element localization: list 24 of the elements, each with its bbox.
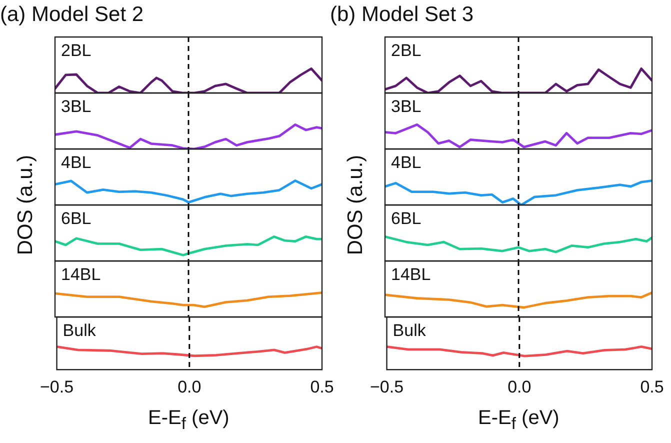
text: Bulk [392, 321, 426, 340]
y-axis-title: DOS (a.u.) [14, 154, 38, 256]
text: 4BL [391, 153, 422, 172]
text: 3BL [391, 97, 422, 116]
x-tick-label: −0.5 [370, 377, 404, 396]
chart-title: (a) Model Set 2 [0, 3, 144, 27]
y-axis-title: DOS (a.u.) [344, 154, 368, 256]
text: 14BL [391, 265, 431, 284]
x-tick-label: 0.0 [508, 377, 532, 396]
text: 3BL [61, 97, 92, 116]
x-tick-label: 0.0 [178, 377, 202, 396]
x-axis-title: E-E$_{f}$ (eV) [148, 407, 230, 434]
text: 2BL [61, 41, 92, 60]
text: 2BL [391, 41, 422, 60]
chart-title: (b) Model Set 3 [330, 3, 474, 27]
text: 6BL [391, 209, 422, 228]
text: Bulk [62, 321, 96, 340]
text: 4BL [61, 153, 92, 172]
x-tick-label: 0.5 [640, 377, 664, 396]
x-axis-title: E-E$_{f}$ (eV) [478, 407, 560, 434]
x-tick-label: −0.5 [40, 377, 74, 396]
text: 6BL [61, 209, 92, 228]
text: 14BL [61, 265, 101, 284]
x-tick-label: 0.5 [310, 377, 334, 396]
